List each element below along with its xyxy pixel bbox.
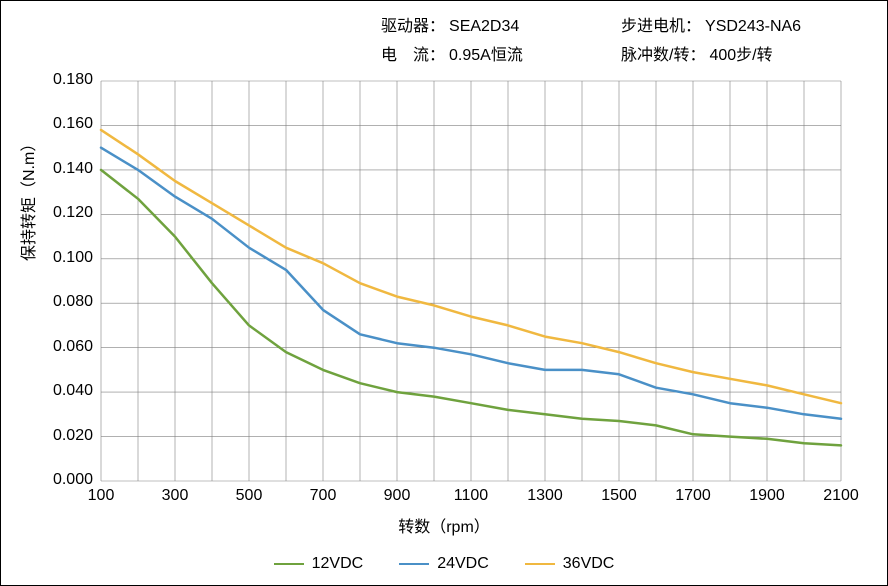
- x-tick-label: 500: [229, 487, 269, 505]
- x-axis-label: 转数（rpm）: [1, 513, 887, 537]
- y-tick-label: 0.160: [53, 115, 93, 133]
- x-tick-label: 2100: [821, 487, 861, 505]
- y-tick-label: 0.020: [53, 427, 93, 445]
- legend-swatch: [274, 563, 304, 566]
- y-tick-label: 0.060: [53, 338, 93, 356]
- y-axis-label: 保持转矩（N.m）: [15, 136, 39, 261]
- y-tick-label: 0.100: [53, 249, 93, 267]
- legend: 12VDC 24VDC 36VDC: [1, 555, 887, 573]
- legend-swatch: [399, 563, 429, 566]
- legend-label: 12VDC: [312, 555, 364, 573]
- legend-label: 24VDC: [437, 555, 489, 573]
- legend-label: 36VDC: [563, 555, 615, 573]
- legend-item: 24VDC: [399, 555, 489, 573]
- y-tick-label: 0.120: [53, 204, 93, 222]
- y-tick-label: 0.040: [53, 382, 93, 400]
- y-tick-label: 0.140: [53, 160, 93, 178]
- legend-item: 36VDC: [525, 555, 615, 573]
- x-tick-label: 1100: [451, 487, 491, 505]
- y-tick-label: 0.180: [53, 71, 93, 89]
- legend-item: 12VDC: [274, 555, 364, 573]
- x-tick-label: 1500: [599, 487, 639, 505]
- chart-frame: 驱动器： SEA2D34 电 流： 0.95A恒流 步进电机： YSD243-N…: [0, 0, 888, 586]
- x-tick-label: 700: [303, 487, 343, 505]
- y-tick-label: 0.080: [53, 293, 93, 311]
- legend-swatch: [525, 563, 555, 566]
- x-tick-label: 900: [377, 487, 417, 505]
- x-tick-label: 100: [81, 487, 121, 505]
- x-tick-label: 1900: [747, 487, 787, 505]
- x-tick-label: 1300: [525, 487, 565, 505]
- line-chart: [1, 1, 888, 521]
- x-tick-label: 300: [155, 487, 195, 505]
- x-tick-label: 1700: [673, 487, 713, 505]
